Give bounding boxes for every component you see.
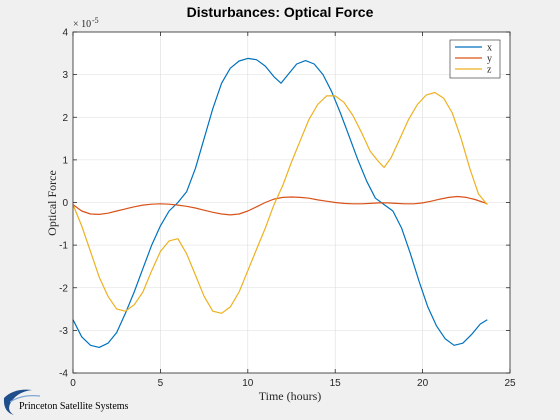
- series-layer: [72, 57, 488, 348]
- y-exponent-base: × 10: [73, 19, 91, 30]
- chart-title: Disturbances: Optical Force: [187, 4, 374, 20]
- y-exponent-label: × 10 -5: [73, 16, 99, 30]
- y-tick-label: 0: [62, 198, 68, 209]
- x-tick-label: 0: [70, 378, 76, 389]
- ticks: 0 5 10 15 20 25 -4 -3 -2 -1 0 1 2 3 4: [59, 28, 516, 390]
- logo-arc-icon: [9, 395, 41, 403]
- legend[interactable]: xyz: [449, 39, 501, 79]
- y-tick-label: -4: [59, 369, 68, 380]
- legend-label-y: y: [487, 54, 492, 65]
- y-tick-label: 3: [62, 70, 68, 81]
- y-tick-label: 4: [62, 28, 68, 39]
- grid: [73, 32, 510, 373]
- y-axis-label: Optical Force: [45, 170, 59, 236]
- logo-swoosh-icon: [3, 389, 32, 415]
- x-tick-label: 25: [504, 378, 516, 389]
- y-exponent-power: -5: [92, 16, 99, 25]
- series-line-y: [72, 195, 488, 216]
- x-tick-label: 20: [417, 378, 429, 389]
- legend-label-z: z: [487, 65, 492, 76]
- psss-logo: Princeton Satellite Systems: [3, 389, 129, 415]
- logo-text: Princeton Satellite Systems: [19, 401, 129, 412]
- legend-label-x: x: [487, 43, 492, 54]
- y-tick-label: -2: [59, 283, 68, 294]
- series-line-x: [72, 57, 488, 348]
- x-tick-label: 10: [242, 378, 254, 389]
- y-tick-label: 2: [62, 113, 68, 124]
- y-tick-label: -1: [59, 241, 68, 252]
- y-tick-label: 1: [62, 155, 68, 166]
- y-tick-label: -3: [59, 326, 68, 337]
- legend-box: [449, 39, 501, 79]
- x-axis-label: Time (hours): [259, 389, 322, 403]
- x-tick-label: 5: [158, 378, 164, 389]
- series-line-z: [72, 91, 488, 314]
- x-tick-label: 15: [330, 378, 342, 389]
